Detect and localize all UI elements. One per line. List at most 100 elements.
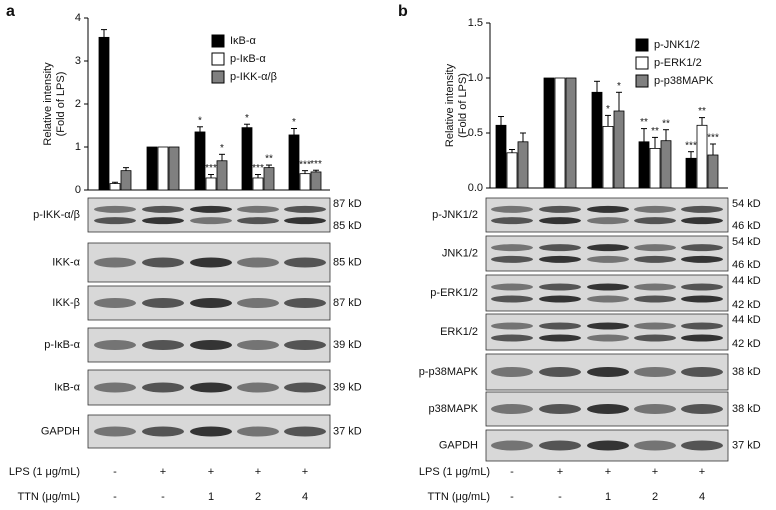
band [681,440,723,451]
treatment-level: 2 [255,491,261,503]
significance: * [198,115,202,126]
y-axis-label: (Fold of LPS) [457,73,469,138]
band [491,295,533,303]
band [94,217,136,225]
treatment-level: + [557,466,563,478]
band [634,217,676,225]
treatment-level: + [160,466,166,478]
blot-label: IKK-α [52,256,80,268]
treatment-level: + [605,466,611,478]
treatment-level: 4 [699,491,705,503]
significance: * [245,113,249,124]
band [681,295,723,303]
treatment-level: 1 [208,491,214,503]
blot-label: JNK1/2 [442,247,478,259]
band [634,404,676,414]
significance: *** [299,159,311,170]
band [94,257,136,268]
y-axis-label: (Fold of LPS) [55,72,67,137]
significance: * [292,117,296,128]
blot-label: p-IKK-α/β [33,209,80,221]
y-axis-label: Relative intensity [42,62,54,146]
band [634,295,676,303]
bar [613,110,625,189]
band [634,367,676,377]
band [491,322,533,330]
treatment-level: + [302,466,308,478]
bar [194,131,206,191]
kd-label: 38 kD [732,403,761,415]
kd-label: 42 kD [732,338,761,350]
legend-label: p-JNK1/2 [654,39,700,51]
band [190,382,232,393]
band [142,217,184,225]
band [634,255,676,263]
blot [485,313,729,351]
bar [696,124,708,189]
legend-label: p-IκB-α [230,53,266,65]
kd-label: 37 kD [732,439,761,451]
significance: ** [662,118,670,129]
treatment-level: + [255,466,261,478]
band [491,217,533,225]
band [681,334,723,342]
bar [98,36,110,191]
bar [685,157,697,189]
band [142,205,184,213]
band [587,217,629,225]
band [237,257,279,268]
bar [120,170,132,191]
band [681,404,723,414]
band [491,244,533,252]
panel-letter: a [6,3,15,20]
band [94,426,136,437]
treatment-label: LPS (1 μg/mL) [419,466,490,478]
band [142,257,184,268]
blot-label: IKK-β [52,297,80,309]
kd-label: 39 kD [333,339,362,351]
band [237,340,279,350]
treatment-label: TTN (μg/mL) [427,491,490,503]
band [190,298,232,308]
band [94,340,136,350]
y-tick-label: 0.0 [468,182,483,194]
band [142,298,184,308]
bar [263,167,275,191]
bar [660,140,672,189]
bar [495,124,507,189]
y-tick-label: 0 [75,184,81,196]
band [681,255,723,263]
band [681,322,723,330]
band [587,244,629,252]
band [142,340,184,350]
bar [252,177,264,191]
blot-label: p-ERK1/2 [430,287,478,299]
band [587,367,629,377]
band [634,440,676,451]
band [539,217,581,225]
bar [146,146,158,191]
band [190,217,232,225]
band [587,322,629,330]
band [94,298,136,308]
treatment-level: - [510,491,514,503]
band [491,334,533,342]
blot [485,235,729,272]
band [681,244,723,252]
significance: * [606,104,610,115]
band [634,334,676,342]
blot-label: p-p38MAPK [419,366,479,378]
bar [109,183,121,191]
significance: ** [698,106,706,117]
bar [517,141,529,189]
band [491,255,533,263]
band [587,283,629,291]
treatment-label: TTN (μg/mL) [17,491,80,503]
band [142,426,184,437]
legend-label: p-IKK-α/β [230,71,277,83]
band [539,283,581,291]
y-tick-label: 3 [75,55,81,67]
treatment-level: - [113,466,117,478]
band [681,217,723,225]
significance: ** [651,126,659,137]
